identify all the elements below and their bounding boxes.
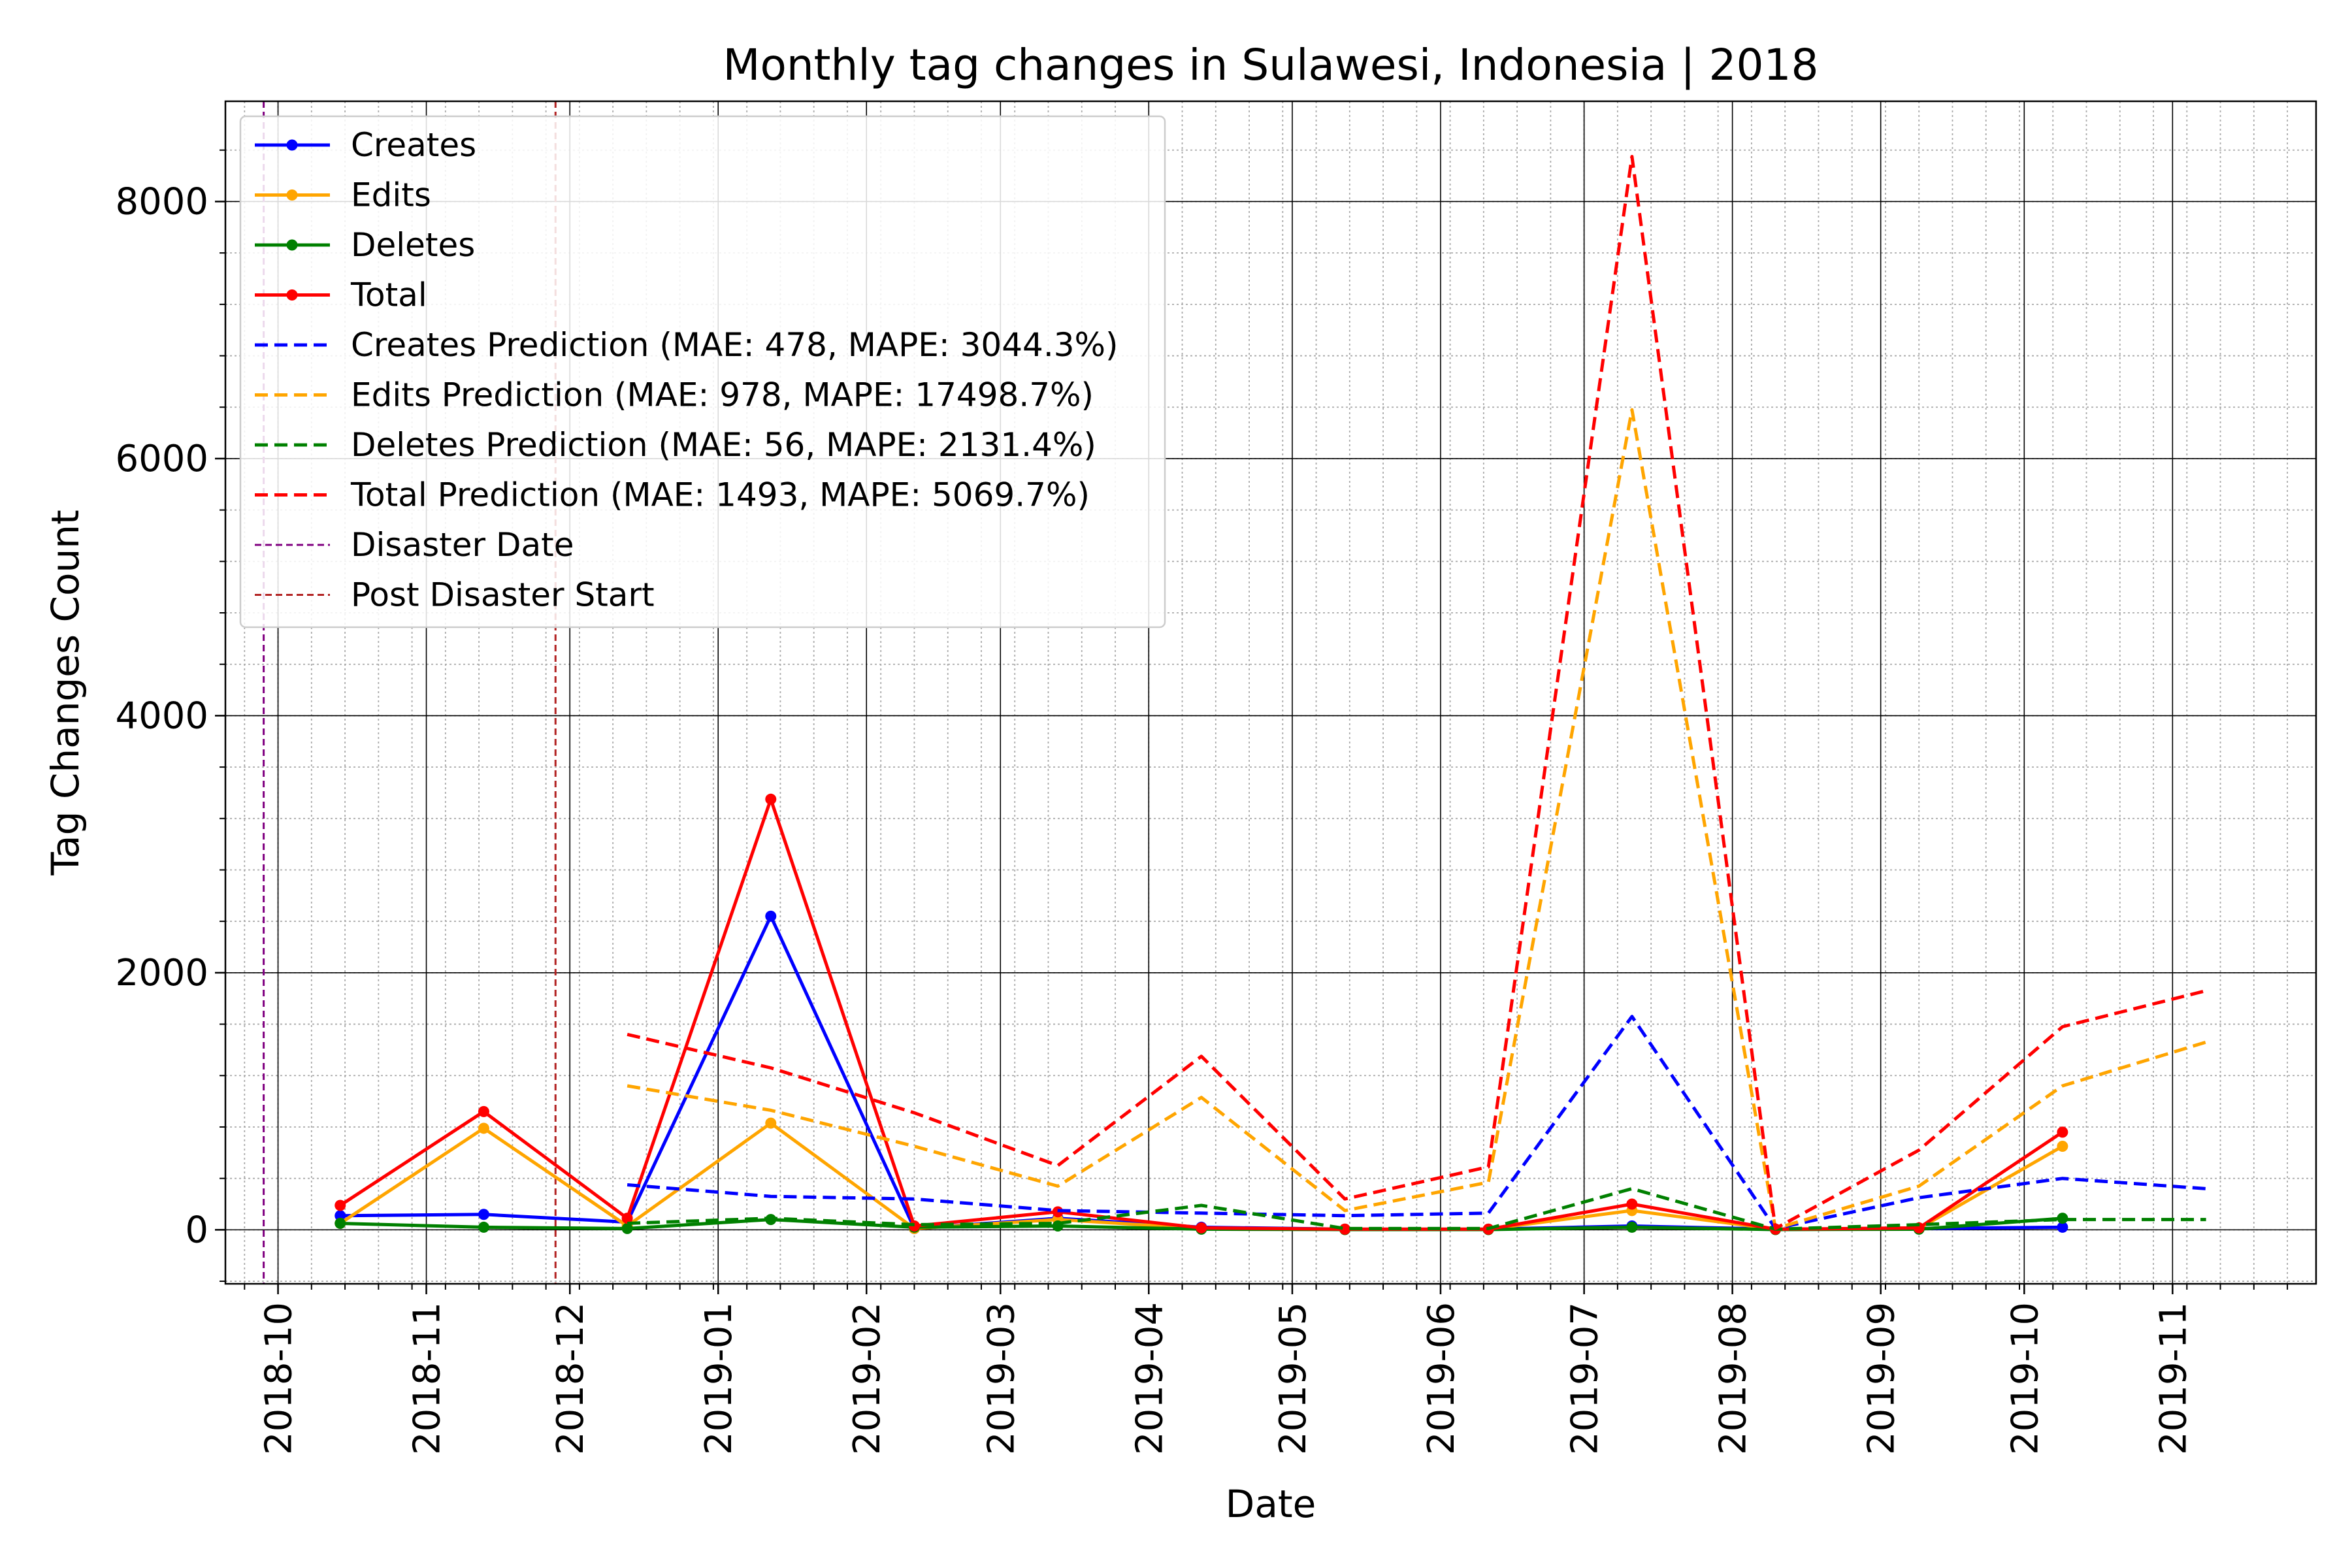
x-tick-label: 2019-10 [2004,1302,2046,1455]
legend-label: Edits Prediction (MAE: 978, MAPE: 17498.… [351,376,1094,414]
legend-label: Deletes [351,226,475,264]
data-point [478,1221,489,1233]
legend-label: Total [350,276,427,314]
x-tick-label: 2019-07 [1564,1302,1607,1455]
x-tick-label: 2019-06 [1420,1302,1463,1455]
x-tick-label: 2019-08 [1712,1302,1755,1455]
x-tick-label: 2019-05 [1272,1302,1315,1455]
legend-label: Deletes Prediction (MAE: 56, MAPE: 2131.… [351,426,1096,464]
data-point [621,1213,633,1224]
x-tick-label: 2019-02 [846,1302,889,1455]
data-point [1626,1198,1638,1210]
series-line [627,1186,2206,1231]
y-tick-label: 6000 [115,438,208,480]
data-point [478,1105,489,1117]
y-tick-label: 4000 [115,694,208,737]
tick-labels: 0 2000 4000 6000 8000 2018-10 2018-11 2018-12 20… [115,180,2195,1455]
x-tick-label: 2019-03 [980,1302,1022,1455]
y-tick-label: 8000 [115,180,208,223]
legend-marker [286,239,298,251]
data-point [1339,1223,1351,1235]
series-line [627,155,2207,1230]
data-point [478,1209,489,1220]
y-tick-label: 2000 [115,952,208,994]
data-point [1196,1222,1207,1233]
legend-label: Disaster Date [351,526,574,564]
series-line [627,408,2207,1230]
legend-marker [286,139,298,151]
data-point [335,1218,346,1230]
data-point [2057,1140,2068,1152]
data-point [765,793,777,805]
data-point [765,910,777,922]
y-tick-label: 0 [185,1209,208,1251]
x-tick-label: 2018-11 [406,1302,449,1455]
legend-label: Creates [351,126,476,164]
y-axis-label: Tag Changes Count [43,510,88,876]
data-point [335,1200,346,1211]
x-tick-label: 2019-01 [698,1302,740,1455]
data-point [2057,1126,2068,1138]
series-line [627,1015,2206,1230]
legend: Creates Edits Deletes Total Creates Predicti… [239,115,1166,629]
x-tick-label: 2018-10 [258,1302,301,1455]
data-point [765,1117,777,1129]
legend-marker [286,189,298,201]
legend-label: Edits [351,176,431,214]
x-tick-label: 2019-04 [1128,1302,1171,1455]
legend-label: Post Disaster Start [351,576,655,614]
x-tick-label: 2018-12 [549,1302,592,1455]
series-lines [335,155,2207,1235]
plot-frame [224,100,2317,1285]
legend-marker [286,289,298,301]
legend-label: Creates Prediction (MAE: 478, MAPE: 3044… [351,326,1119,364]
reference-lines [263,101,557,1284]
axis-ticks [215,149,2289,1294]
x-tick-label: 2019-11 [2152,1302,2195,1455]
x-axis-label: Date [1226,1482,1316,1526]
data-point [621,1222,633,1234]
x-tick-label: 2019-09 [1861,1302,1903,1455]
data-point [2057,1221,2068,1233]
chart-title: Monthly tag changes in Sulawesi, Indones… [723,40,1819,90]
legend-box [239,115,1166,629]
data-point [478,1122,489,1134]
legend-label: Total Prediction (MAE: 1493, MAPE: 5069.… [350,476,1090,514]
data-point [1626,1221,1638,1233]
data-point [335,1210,346,1222]
